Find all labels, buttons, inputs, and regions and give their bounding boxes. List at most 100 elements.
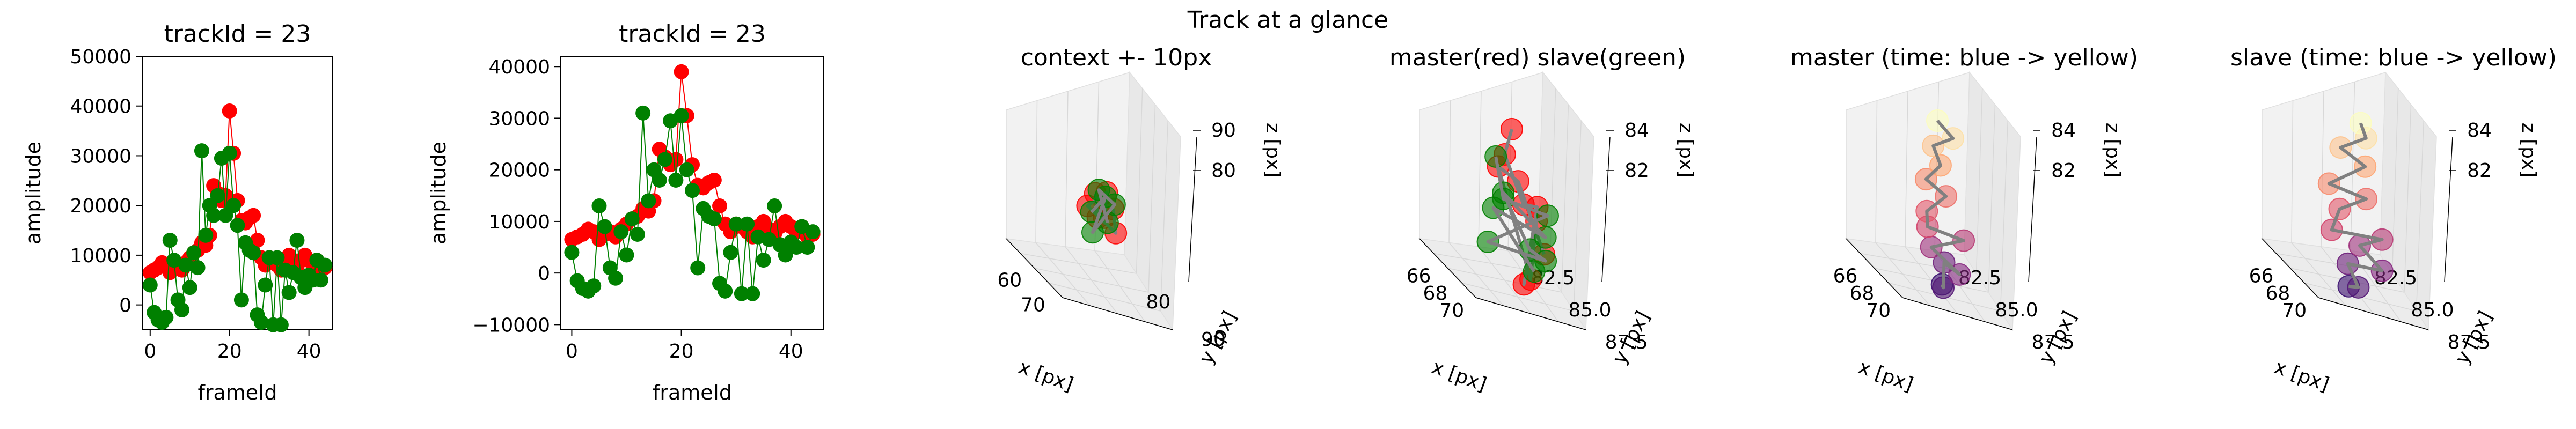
y-tick-label: 0 bbox=[538, 263, 550, 285]
track-line bbox=[2327, 122, 2384, 289]
grid-line bbox=[1094, 250, 1146, 322]
y-tick-label: 80 bbox=[1146, 291, 1170, 313]
series-2 bbox=[1476, 145, 1559, 283]
grid-line bbox=[1573, 120, 1582, 312]
x-tick-label: 66 bbox=[2249, 265, 2274, 287]
data-point bbox=[679, 162, 694, 177]
x-tick-label: 70 bbox=[1439, 300, 1464, 322]
z-tick-label: 82 bbox=[2051, 160, 2076, 182]
grid-line bbox=[1478, 91, 1482, 247]
data-point bbox=[289, 233, 305, 248]
z-axis-line bbox=[2028, 136, 2037, 282]
grid-line bbox=[1035, 100, 1038, 243]
series-line bbox=[150, 110, 325, 274]
series-1 bbox=[2317, 112, 2394, 299]
data-point bbox=[756, 253, 771, 268]
figure-suptitle: Track at a glance bbox=[1187, 6, 1389, 34]
x-tick-label: 70 bbox=[1866, 300, 1891, 322]
x-tick-label: 70 bbox=[2282, 300, 2307, 322]
y-tick-label: 20000 bbox=[70, 195, 131, 217]
data-point bbox=[690, 260, 706, 276]
grid-line bbox=[2321, 91, 2324, 247]
track-line bbox=[1924, 120, 1966, 290]
data-point bbox=[313, 272, 328, 288]
grid-line bbox=[2404, 104, 2412, 293]
y-tick-label: 87.5 bbox=[2032, 331, 2075, 353]
data-point bbox=[586, 278, 602, 294]
data-point bbox=[608, 270, 624, 286]
chart-title: trackId = 23 bbox=[619, 20, 766, 48]
chart-panels: trackId = 23 frameId amplitude 0 20 40 0 10000 2… bbox=[21, 20, 2557, 404]
x-axis-label: x [px] bbox=[1016, 356, 1077, 396]
data-point bbox=[630, 226, 645, 242]
x-axis-label: x [px] bbox=[1429, 356, 1490, 396]
data-point bbox=[619, 247, 634, 263]
z-axis-line bbox=[1188, 136, 1197, 282]
y-tick-label: 85.0 bbox=[1995, 299, 2038, 321]
data-point bbox=[674, 108, 689, 123]
data-point bbox=[230, 218, 245, 233]
x-tick-label: 40 bbox=[297, 341, 321, 363]
data-point bbox=[712, 198, 728, 214]
grid-line bbox=[1988, 104, 1996, 293]
x-axis-label: frameId bbox=[197, 381, 277, 404]
data-point bbox=[178, 257, 194, 273]
x-axis-line bbox=[1846, 238, 1903, 298]
data-point bbox=[652, 172, 667, 188]
data-point bbox=[166, 253, 182, 268]
y-tick-label: 0 bbox=[119, 295, 131, 317]
x-tick-label: 68 bbox=[2266, 283, 2290, 305]
track-line bbox=[1090, 188, 1116, 234]
x-axis-line bbox=[1006, 238, 1063, 298]
data-point bbox=[706, 172, 722, 188]
plot-frame bbox=[142, 56, 333, 330]
data-point bbox=[258, 277, 273, 293]
data-point bbox=[706, 211, 722, 227]
x-tick-label: 66 bbox=[1407, 265, 1431, 287]
z-tick-label: 84 bbox=[2467, 120, 2492, 142]
z-axis-label: z [px] bbox=[2102, 123, 2124, 178]
data-point bbox=[635, 105, 651, 121]
data-point bbox=[158, 309, 174, 325]
data-point bbox=[734, 286, 749, 301]
data-point bbox=[1523, 260, 1546, 283]
grid-line bbox=[1905, 91, 1908, 247]
grid-line bbox=[1160, 120, 1168, 312]
data-point bbox=[800, 240, 815, 255]
x-tick-label: 60 bbox=[997, 270, 1022, 292]
z-axis-label: z [px] bbox=[2518, 123, 2540, 178]
data-point bbox=[269, 250, 285, 265]
series-line bbox=[571, 71, 814, 241]
y-axis-line bbox=[1902, 297, 2013, 330]
y-tick-label: 10000 bbox=[488, 211, 550, 233]
x-axis-label: x [px] bbox=[1856, 356, 1916, 396]
x-tick-label: 20 bbox=[217, 341, 242, 363]
data-point bbox=[624, 211, 640, 227]
plot-frame bbox=[560, 56, 824, 330]
grid-line bbox=[2291, 100, 2294, 243]
data-point bbox=[194, 143, 209, 159]
y-tick-label: 85.0 bbox=[2411, 299, 2454, 321]
grid-line bbox=[1478, 246, 1532, 314]
data-point bbox=[246, 245, 261, 261]
data-point bbox=[198, 227, 214, 243]
data-point bbox=[778, 247, 793, 263]
data-point bbox=[226, 198, 241, 213]
grid-line bbox=[1065, 246, 1118, 314]
series-2 bbox=[564, 105, 821, 301]
data-point bbox=[186, 245, 202, 261]
data-point bbox=[233, 292, 249, 308]
x-axis-line bbox=[1419, 238, 1476, 298]
track-line bbox=[1486, 156, 1549, 272]
y-tick-label: 30000 bbox=[488, 108, 550, 130]
y-tick-label: 20000 bbox=[488, 160, 550, 182]
y-tick-label: 30000 bbox=[70, 145, 131, 167]
data-point bbox=[253, 315, 269, 330]
data-point bbox=[317, 257, 333, 273]
data-point bbox=[174, 302, 189, 317]
x-tick-label: 20 bbox=[669, 341, 694, 363]
x-tick-label: 70 bbox=[1021, 294, 1045, 316]
